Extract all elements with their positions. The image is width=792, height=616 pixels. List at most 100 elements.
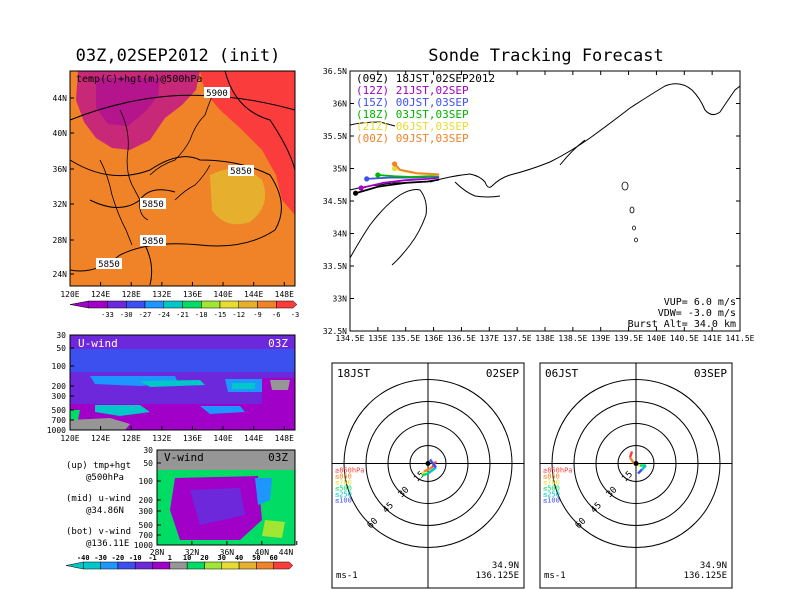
track-x-tick: 135.5E <box>391 334 420 343</box>
track-start-point <box>391 161 398 167</box>
contour-label: 5850 <box>230 167 252 177</box>
wind-colorbar-swatch <box>204 561 223 570</box>
vwind-p-tick: 1000 <box>134 541 153 550</box>
map500-coastline <box>99 89 216 246</box>
track-y-tick: 35N <box>333 165 348 174</box>
map500-lon-tick: 144E <box>244 290 263 299</box>
hodo-loc-lon: 136.125E <box>476 571 519 581</box>
track-x-tick: 137E <box>480 334 499 343</box>
colorbar-swatch <box>182 300 202 309</box>
colorbar-label: -18 <box>195 311 208 319</box>
vwind-lat-tick: 40N <box>255 548 270 557</box>
hodo-unit: ms-1 <box>336 571 358 581</box>
map500-lon-axis: 120E 124E 128E 132E 136E 140E 144E 148E <box>60 282 294 299</box>
map500-contour-labels: 5900 5850 5850 5850 5850 <box>96 87 254 270</box>
vwind-p-tick: 700 <box>139 531 154 540</box>
vwind-p-tick: 200 <box>139 496 154 505</box>
hodo-level-legend: ≤700 <box>335 479 352 487</box>
uwind-p-tick: 300 <box>52 392 67 401</box>
track-annotations: VUP= 6.0 m/s VDW= -3.0 m/s Burst Alt= 34… <box>628 297 736 330</box>
track-legend-entry: (21Z) 06JST,03SEP <box>356 120 469 133</box>
wind-colorbar-swatch <box>256 561 274 570</box>
map500-contours <box>69 70 296 286</box>
track-y-tick: 33.5N <box>323 262 347 271</box>
track-x-tick: 139E <box>591 334 610 343</box>
hodo-level-legend: ≤500 <box>543 485 560 493</box>
map500-lon-tick: 128E <box>122 290 141 299</box>
vwind-lat-tick: 36N <box>220 548 235 557</box>
note-mid-b: @34.86N <box>86 506 124 516</box>
vwind-p-tick: 500 <box>139 521 154 530</box>
wind-colorbar-label: 1 <box>168 554 172 562</box>
map500-lon-tick: 136E <box>183 290 202 299</box>
track-x-tick: 137.5E <box>503 334 532 343</box>
hodo-level-legend: ≤100 <box>543 497 560 505</box>
uwind-lon-axis: 120E 124E 128E 132E 136E 140E 144E 148E <box>60 426 294 443</box>
map500-lat-tick: 32N <box>53 200 68 209</box>
track-line <box>355 178 440 195</box>
hodo-trace <box>637 468 643 475</box>
hodo-level-legend: ≤100 <box>335 497 352 505</box>
wind-colorbar-label: 60 <box>269 554 277 562</box>
wind-colorbar-label: 10 <box>183 554 191 562</box>
hodo-level-legend: ≥850hPa <box>335 467 365 475</box>
colorbar-label: -24 <box>157 311 170 319</box>
map500-lat-tick: 28N <box>53 236 68 245</box>
vwind-lat-tick: 44N <box>279 548 294 557</box>
colorbar-swatch <box>238 300 258 309</box>
track-plot-bg <box>350 71 740 331</box>
hodo-loc-lat: 34.9N <box>700 561 727 571</box>
hodo-center <box>425 461 431 466</box>
annot-vup: VUP= 6.0 m/s <box>664 297 736 308</box>
track-start-point <box>364 176 370 182</box>
right-title: Sonde Tracking Forecast <box>428 46 663 66</box>
colorbar-swatch <box>144 300 164 309</box>
map500-lat-axis: 44N 40N 36N 32N 28N 24N <box>53 94 74 279</box>
colorbar-label: -12 <box>232 311 245 319</box>
wind-colorbar-label: -30 <box>94 554 107 562</box>
track-legend-entry: (18Z) 03JST,03SEP <box>356 108 469 121</box>
wind-colorbar-label: -20 <box>112 554 125 562</box>
contour-label: 5900 <box>206 89 228 99</box>
hodo-trace <box>427 466 437 475</box>
wind-colorbar-swatch <box>117 561 136 570</box>
uwind-label: U-wind <box>78 337 118 350</box>
uwind-p-tick: 50 <box>56 344 66 353</box>
vwind-p-tick: 300 <box>139 507 154 516</box>
track-coastline <box>349 83 741 266</box>
map500-warm-blob <box>210 168 266 225</box>
note-up-b: @500hPa <box>86 473 124 483</box>
track-y-axis: 36.5N 36N 35.5N 35N 34.5N 34N 33.5N 33N 32.5N <box>323 67 740 336</box>
hodo-time: 06JST <box>545 367 578 380</box>
wind-colorbar-label: 30 <box>218 554 226 562</box>
wind-colorbar-swatch <box>83 561 101 570</box>
temp-colorbar: -33 -30 -27 -24 -21 -18 -15 -12 -9 -6 -3 <box>69 300 299 319</box>
hodo-trace <box>429 458 437 469</box>
uwind-lon-tick: 128E <box>122 434 141 443</box>
colorbar-label: -27 <box>139 311 152 319</box>
map500-label: temp(C)+hgt(m)@500hPa <box>76 74 202 85</box>
track-series <box>352 161 440 196</box>
hodo-trace <box>423 466 433 473</box>
track-x-tick: 135E <box>368 334 387 343</box>
uwind-lon-tick: 140E <box>213 434 232 443</box>
track-legend: (09Z) 18JST,02SEP2012(12Z) 21JST,02SEP(1… <box>356 72 495 145</box>
wind-colorbar-label: -40 <box>77 554 90 562</box>
hodo-loc-lon: 136.125E <box>684 571 727 581</box>
wind-colorbar-swatch <box>238 561 257 570</box>
map500-lat-tick: 44N <box>53 94 68 103</box>
vwind-label: V-wind <box>164 451 204 464</box>
vwind-p-tick: 30 <box>143 446 153 455</box>
wind-colorbar-swatch <box>134 561 153 570</box>
colorbar-label: -15 <box>214 311 227 319</box>
hodo-level-legend: ≤850 <box>543 473 560 481</box>
contour-label: 5850 <box>142 237 164 247</box>
colorbar-label: -6 <box>272 311 280 319</box>
track-x-tick: 134.5E <box>336 334 365 343</box>
uwind-p-tick: 500 <box>52 406 67 415</box>
track-start-point <box>391 165 398 172</box>
map500-lon-tick: 140E <box>213 290 232 299</box>
annot-vdw: VDW= -3.0 m/s <box>658 308 736 319</box>
